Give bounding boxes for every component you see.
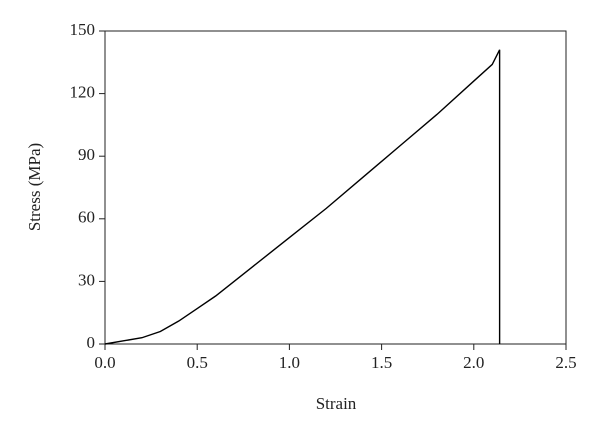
- y-tick-label: 60: [78, 208, 95, 227]
- x-tick-label: 0.0: [94, 353, 115, 372]
- plot-frame: [104, 30, 567, 345]
- x-tick-label: 2.5: [555, 353, 576, 372]
- y-tick-label: 0: [87, 333, 96, 352]
- y-tick-label: 150: [70, 20, 96, 39]
- y-tick-label: 120: [70, 83, 96, 102]
- x-tick-label: 1.0: [279, 353, 300, 372]
- y-tick-label: 30: [78, 270, 95, 289]
- x-tick-label: 2.0: [463, 353, 484, 372]
- x-tick-label: 1.5: [371, 353, 392, 372]
- x-tick-label: 0.5: [187, 353, 208, 372]
- y-axis-label: Stress (MPa): [25, 143, 44, 231]
- line-series: [104, 49, 501, 345]
- x-axis-label: Strain: [316, 394, 357, 413]
- y-tick-label: 90: [78, 145, 95, 164]
